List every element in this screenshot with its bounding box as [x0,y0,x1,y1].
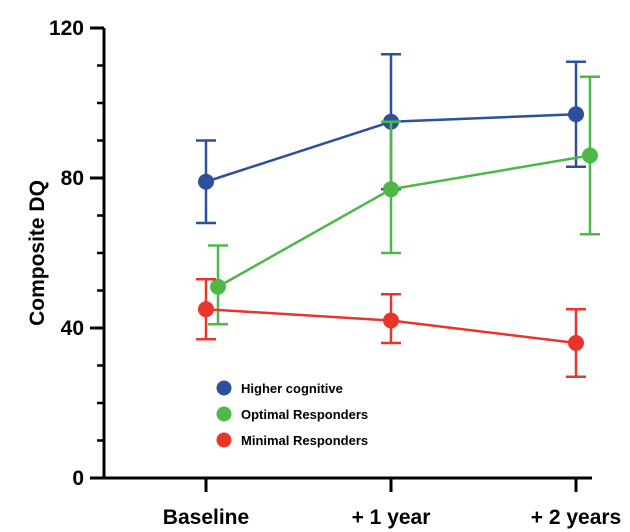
series-1 [208,75,600,326]
data-point [568,106,584,123]
data-point [383,181,399,198]
data-point [568,335,584,351]
series-layer [196,53,600,378]
y-tick-label: 0 [72,467,84,490]
y-axis-title: Composite DQ [26,180,49,326]
series-line [217,154,591,288]
legend-marker [216,406,232,422]
data-point [210,278,226,295]
legend-label: Higher cognitive [241,381,343,396]
legend-marker [216,432,232,448]
data-point [582,147,598,164]
data-point [383,312,399,329]
data-point [198,301,214,318]
data-point [198,173,214,190]
x-tick-label: Baseline [163,506,249,529]
y-tick-label: 40 [61,317,84,340]
legend-marker [216,380,232,396]
series-2 [196,278,586,378]
x-tick-label: + 1 year [352,506,431,529]
legend-label: Optimal Responders [241,407,368,422]
x-tick-label: + 2 years [531,506,622,529]
legend: Higher cognitive Optimal Responders Minima… [216,380,368,448]
y-tick-label: 120 [49,17,84,40]
axes: 0 40 80 120 Composite DQ Baseline + 1 year + 2 … [26,17,621,529]
y-tick-label: 80 [61,167,84,190]
legend-label: Minimal Responders [241,433,368,448]
